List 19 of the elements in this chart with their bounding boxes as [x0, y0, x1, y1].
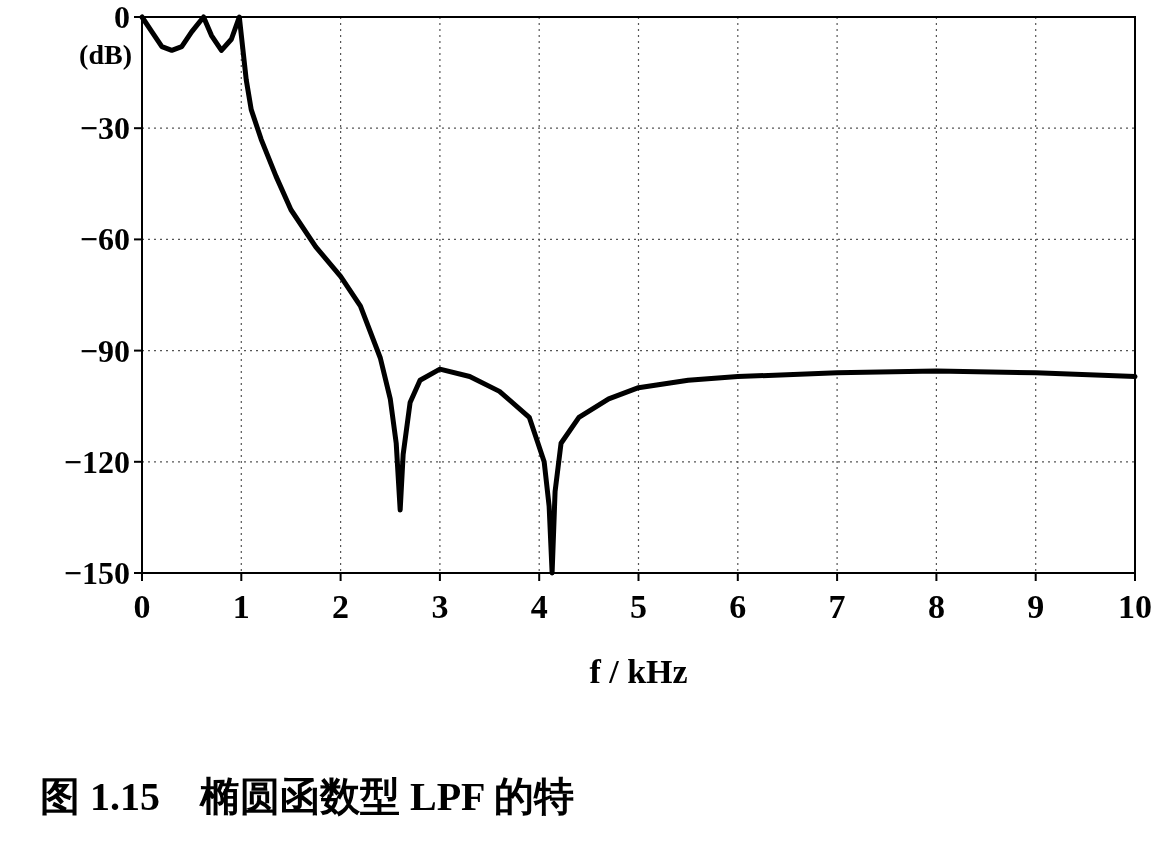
- caption: 图 1.15 椭圆函数型 LPF 的特: [40, 774, 575, 819]
- y-tick-label: −90: [79, 332, 130, 369]
- x-tick-label: 2: [332, 588, 350, 625]
- x-axis-title: f / kHz: [589, 653, 688, 690]
- x-tick-label: 4: [530, 588, 548, 625]
- x-tick-label: 5: [630, 588, 647, 625]
- x-tick-label: 8: [927, 588, 945, 625]
- x-tick-label: 7: [828, 588, 846, 625]
- y-tick-label: −60: [79, 221, 130, 258]
- y-tick-label: −120: [63, 443, 130, 480]
- x-tick-label: 1: [232, 588, 250, 625]
- y-tick-label: −30: [79, 110, 130, 147]
- x-tick-label: 10: [1118, 588, 1152, 625]
- y-tick-label: 0: [114, 0, 130, 35]
- y-tick-label: −150: [63, 555, 130, 591]
- x-tick-label: 9: [1027, 588, 1045, 625]
- x-tick-label: 6: [729, 588, 747, 625]
- x-tick-label: 3: [431, 588, 449, 625]
- y-axis-title: (dB): [79, 39, 132, 70]
